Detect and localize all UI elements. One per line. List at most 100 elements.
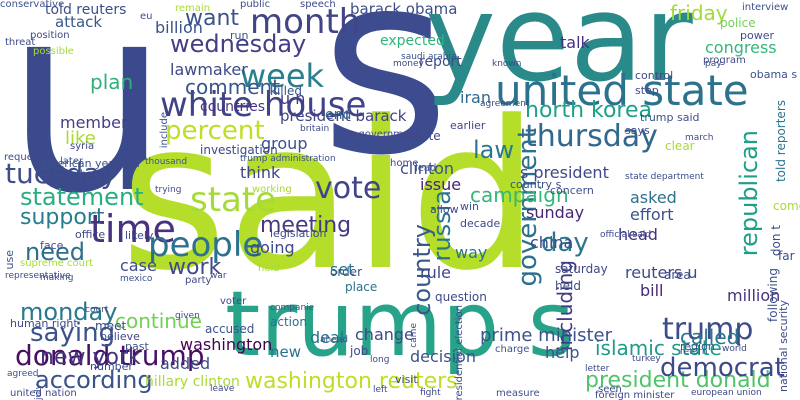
word-hope: hope [80,169,105,180]
word-run: run [230,29,249,42]
word-trump-s: trump s [225,272,575,377]
word-expected: expected [380,33,445,49]
word-way: way [455,243,488,262]
word-presidential-election: presidential election [454,305,465,400]
word-past: past [125,340,149,353]
word-far: far [778,249,795,263]
word-held: held [555,279,581,293]
word-remain: remain [175,3,211,14]
word-trying: trying [155,185,182,195]
word-march: march [685,133,714,143]
word-told-reuters: told reuters [45,2,127,18]
word-threat: threat [5,37,36,48]
word-campaign: campaign [470,183,569,207]
word-trump-administration: trump administration [240,154,336,164]
word-step: step [635,84,659,97]
word-group: group [261,134,308,153]
word-area: area [664,268,691,282]
word-letter: letter [585,364,610,374]
word-decade: decade [460,217,501,230]
word-end: end [325,107,352,123]
word-help: help [545,343,580,362]
word-donald-trump: donald trump [15,339,205,372]
word-u: u [5,0,170,251]
word-possible: possible [33,46,74,57]
word-obama-s: obama s [750,68,798,81]
word-white-house: white house [160,85,367,125]
word-million: million [727,286,781,305]
word-use: use [3,250,16,270]
word-said: said [120,78,540,316]
word-party: party [185,275,212,286]
word-asked: asked [630,188,677,207]
word-come: come [773,199,800,213]
word-ahead: ahead [320,335,348,345]
word-britain: britain [300,124,330,134]
word-action: action [270,315,307,329]
word-united-state: united state [495,66,749,115]
word-want: want [185,6,240,31]
word-include: include [159,112,170,149]
word-request: request [4,152,43,163]
word-number: number [90,360,133,373]
word-bill: bill [640,281,664,300]
word-legislation: legislation [270,227,327,240]
word-job: job [350,344,369,358]
word-china: china [530,233,574,252]
word-mexico: mexico [120,274,153,284]
word-saudi-arabia: saudi arabia [401,52,457,62]
word-agreement: agreement [480,99,530,109]
word-congress: congress [705,38,777,57]
word-known: known [492,59,522,69]
word-sunday: sunday [526,203,585,222]
word-according: according [35,366,153,394]
word-state-department: state department [625,172,704,182]
word-democrat: democrat [660,353,785,383]
word-lawmaker: lawmaker [170,60,248,79]
word-told-reporters: told reporters [774,100,788,183]
word-wednesday: wednesday [170,30,307,58]
word-clear: clear [665,139,695,153]
word-washington: washington [180,335,273,354]
word-people: people [148,225,264,265]
word-home: home [390,158,419,169]
word-war: war [210,271,227,281]
word-money: money [393,59,424,69]
word-earlier: earlier [450,119,486,132]
word-place: place [345,280,378,294]
word-saying: saying [30,318,116,348]
word-accused: accused [205,322,255,336]
word-given: given [175,311,200,321]
word-president-donald: president donald [585,368,771,393]
word-attack: attack [55,13,103,31]
word-russia: russia [428,190,456,262]
word-added: added [160,354,211,373]
word-senate: senate [400,129,441,143]
word-plan: plan [90,70,134,94]
word-going: going [250,238,295,257]
word-new-york: new york [40,345,141,370]
word-making: making [40,273,74,283]
word-time: time [90,207,176,251]
word-office: office [75,228,106,241]
word-talk: talk [560,33,590,52]
word-american: american [40,157,92,170]
word-says: says [625,124,650,137]
word-rule: rule [420,263,452,282]
word-report: report [419,54,462,70]
word-long: long [370,355,390,365]
word-conservative: conservative [0,0,65,10]
word-prime-minister: prime minister [480,325,613,346]
word-court: court [85,305,109,315]
word-face: face [40,239,64,252]
word-trump-said: trump said [640,111,700,124]
word-reuters-u: reuters u [625,263,698,282]
word-s-president: s president [520,163,609,182]
word-charge: charge [495,344,530,355]
word-thousand: thousand [145,157,188,167]
word-monday: monday [20,298,118,326]
word-working: working [252,184,292,195]
word-statement: statement [20,183,144,211]
word-allow: allow [430,203,459,216]
word-case: case [120,256,157,275]
